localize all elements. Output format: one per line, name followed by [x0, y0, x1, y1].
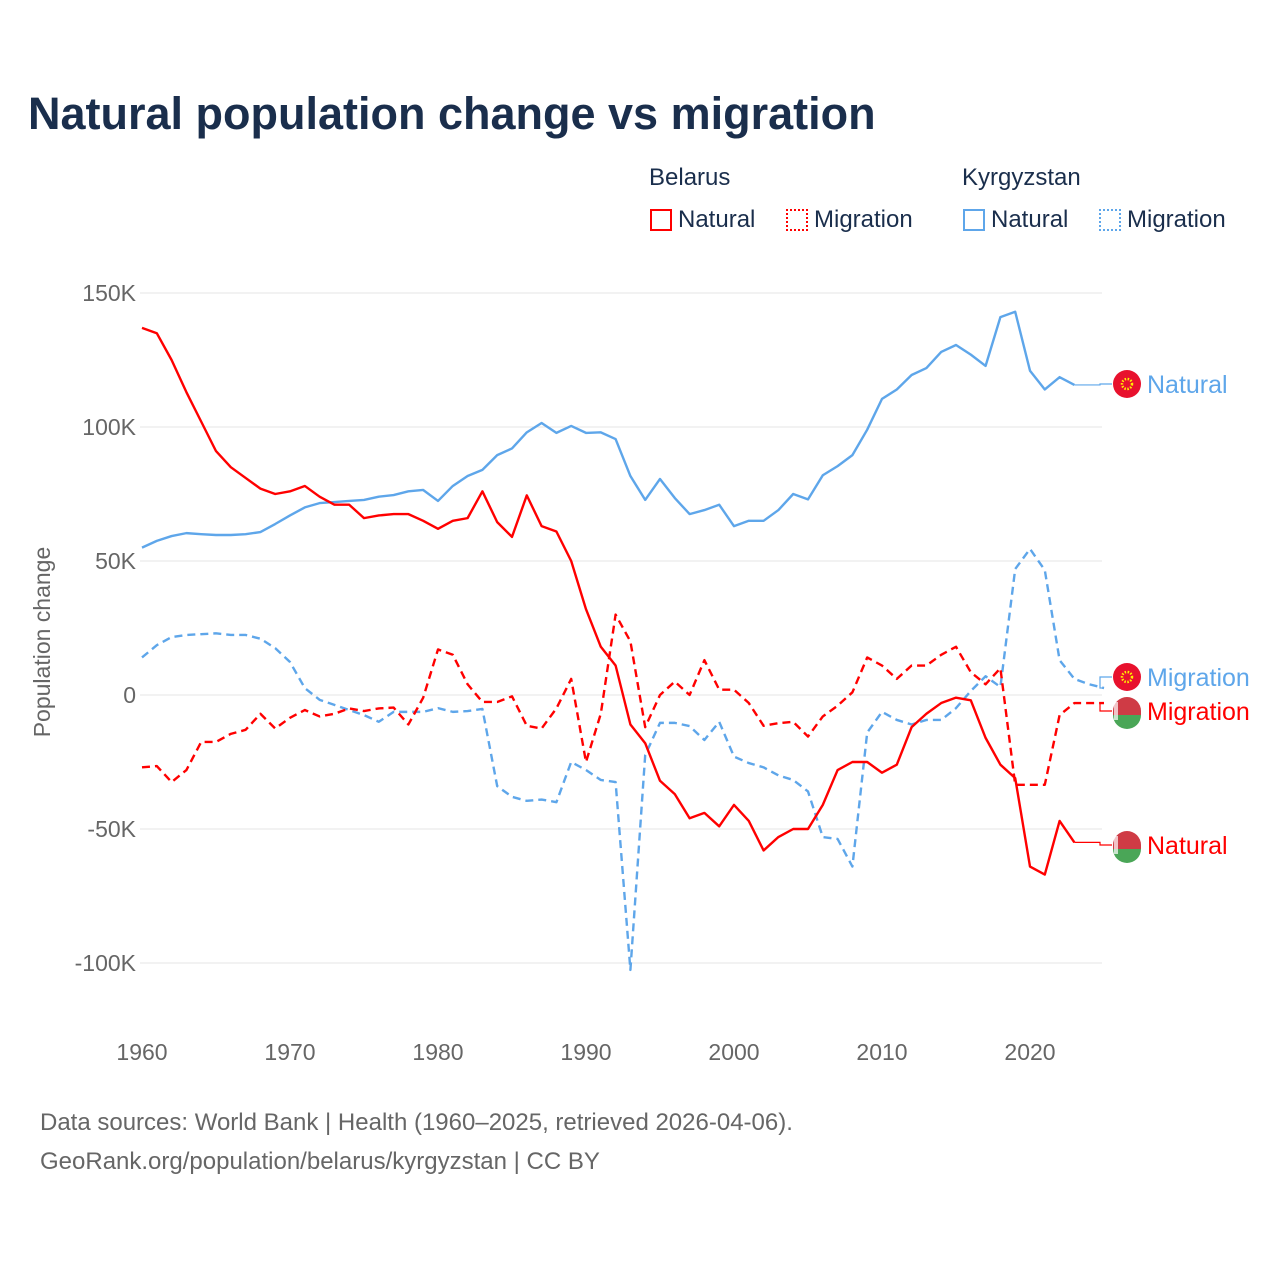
y-tick-label: 150K	[82, 280, 136, 306]
belarus-flag-ornament	[1114, 702, 1118, 720]
belarus-flag-band	[1113, 845, 1141, 849]
legend-group-belarus: Belarus	[649, 164, 731, 191]
series-end-label: Migration	[1147, 664, 1250, 692]
legend-label: Natural	[991, 206, 1069, 233]
footer-link[interactable]: GeoRank.org/population/belarus/kyrgyzsta…	[40, 1148, 600, 1175]
series-line-belarus-natural	[141, 326, 1076, 876]
legend-belarus-natural[interactable]: Natural	[650, 206, 755, 234]
legend-belarus-migration[interactable]: Migration	[786, 206, 913, 234]
x-tick-label: 1990	[560, 1039, 611, 1065]
series-line-belarus-migration	[141, 613, 1104, 786]
belarus-flag-ornament	[1114, 836, 1118, 854]
y-axis-label: Population change	[29, 547, 55, 738]
chart-title: Natural population change vs migration	[28, 88, 876, 139]
belarus-flag-green	[1113, 715, 1141, 729]
legend-label: Natural	[678, 206, 756, 233]
legend-kyrgyzstan-natural[interactable]: Natural	[963, 206, 1068, 234]
legend-swatch-dotted-red	[786, 209, 808, 231]
label-connector	[1099, 702, 1112, 712]
y-tick-label: -50K	[87, 816, 136, 842]
footer-sources: Data sources: World Bank | Health (1960–…	[40, 1109, 793, 1136]
y-tick-label: 50K	[95, 548, 137, 574]
legend-label: Migration	[814, 206, 913, 233]
legend-swatch-solid-blue	[963, 209, 985, 231]
legend-swatch-dotted-blue	[1099, 209, 1121, 231]
y-tick-label: 100K	[82, 414, 136, 440]
label-connector	[1074, 841, 1112, 846]
legend-swatch-solid-red	[650, 209, 672, 231]
legend-kyrgyzstan-migration[interactable]: Migration	[1099, 206, 1226, 234]
belarus-flag-icon	[1113, 697, 1141, 711]
label-connector	[1074, 383, 1112, 386]
series-end-label: Natural	[1147, 832, 1228, 860]
series-line-kyrgyzstan-natural	[141, 310, 1075, 549]
legend-label: Migration	[1127, 206, 1226, 233]
x-tick-label: 2010	[856, 1039, 907, 1065]
kyrgyzstan-flag-icon	[1113, 370, 1141, 398]
x-tick-label: 1980	[412, 1039, 463, 1065]
legend-group-kyrgyzstan: Kyrgyzstan	[962, 164, 1081, 191]
x-tick-label: 1960	[116, 1039, 167, 1065]
series-end-label: Migration	[1147, 698, 1250, 726]
x-tick-label: 1970	[264, 1039, 315, 1065]
belarus-flag-band	[1113, 711, 1141, 715]
y-tick-label: 0	[123, 682, 136, 708]
flag-sun-icon	[1120, 670, 1134, 684]
x-tick-label: 2020	[1004, 1039, 1055, 1065]
y-tick-label: -100K	[75, 950, 137, 976]
series-end-label: Natural	[1147, 371, 1228, 399]
kyrgyzstan-flag-icon	[1113, 663, 1141, 691]
series-line-kyrgyzstan-migration	[141, 547, 1105, 972]
belarus-flag-green	[1113, 849, 1141, 863]
x-tick-label: 2000	[708, 1039, 759, 1065]
label-connector	[1099, 676, 1112, 689]
flag-sun-icon	[1120, 377, 1134, 391]
belarus-flag-icon	[1113, 831, 1141, 845]
